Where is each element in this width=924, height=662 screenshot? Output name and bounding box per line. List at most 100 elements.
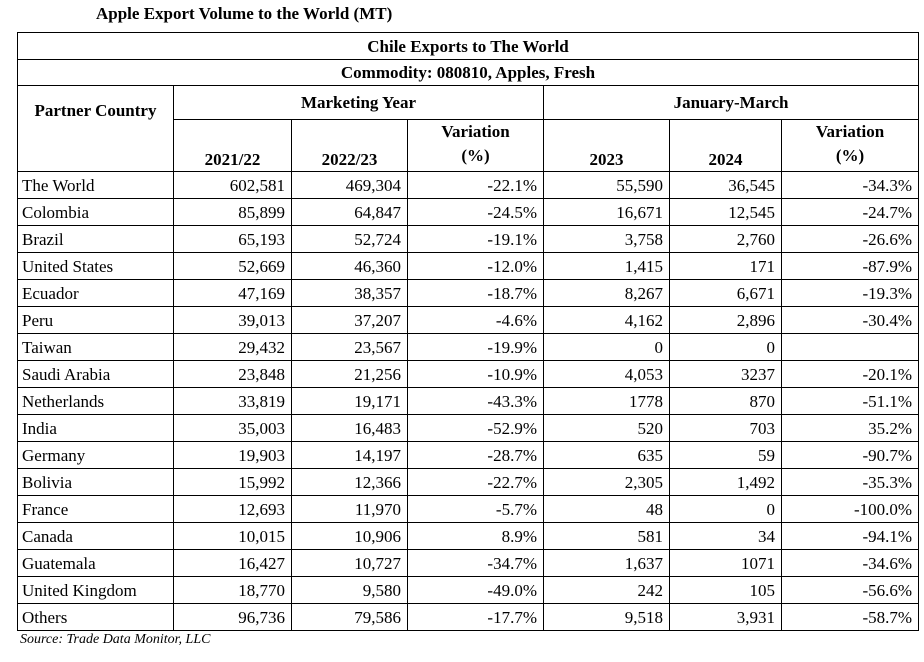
variation-my-cell: -10.9% [407, 360, 544, 388]
variation-my-cell: -19.1% [407, 225, 544, 253]
value-2023: 48 [543, 495, 670, 523]
table-row: Colombia 85,899 64,847 -24.5% 16,671 12,545 -2… [17, 198, 920, 226]
country-cell: United Kingdom [17, 576, 174, 604]
value-2022-23: 64,847 [291, 198, 408, 226]
table-row: Bolivia 15,992 12,366 -22.7% 2,305 1,492 -35.3… [17, 468, 920, 496]
value-2021-22: 96,736 [173, 603, 292, 631]
variation-jm-cell: -30.4% [780, 306, 920, 334]
value-2023: 8,267 [543, 279, 670, 307]
variation-jm-cell: -56.6% [780, 576, 920, 604]
table-row: Brazil 65,193 52,724 -19.1% 3,758 2,760 -26.6% [17, 225, 920, 253]
value-2023: 9,518 [543, 603, 670, 631]
col-2023: 2023 [543, 119, 670, 172]
country-cell: United States [17, 252, 174, 280]
value-2023: 242 [543, 576, 670, 604]
country-cell: Bolivia [17, 468, 174, 496]
value-2024: 2,896 [669, 306, 782, 334]
value-2021-22: 18,770 [173, 576, 292, 604]
value-2022-23: 23,567 [291, 333, 408, 361]
table-row: United Kingdom 18,770 9,580 -49.0% 242 105 -56… [17, 576, 920, 604]
table-row: Germany 19,903 14,197 -28.7% 635 59 -90.7% [17, 441, 920, 469]
variation-unit: (%) [835, 146, 865, 165]
value-2021-22: 16,427 [173, 549, 292, 577]
country-cell: Guatemala [17, 549, 174, 577]
variation-my-cell: -28.7% [407, 441, 544, 469]
variation-jm-cell: -58.7% [780, 603, 920, 631]
variation-jm-cell: -87.9% [780, 252, 920, 280]
table-title: Chile Exports to The World [16, 32, 920, 60]
value-2021-22: 10,015 [173, 522, 292, 550]
variation-jm-cell: -90.7% [780, 441, 920, 469]
variation-jm-cell: -34.6% [780, 549, 920, 577]
value-2023: 4,053 [543, 360, 670, 388]
value-2023: 2,305 [543, 468, 670, 496]
export-table: Chile Exports to The World Commodity: 08… [16, 32, 920, 631]
col-variation-jm: Variation (%) [780, 119, 920, 172]
value-2024: 3,931 [669, 603, 782, 631]
variation-my-cell: -43.3% [407, 387, 544, 415]
value-2023: 1,415 [543, 252, 670, 280]
value-2021-22: 47,169 [173, 279, 292, 307]
variation-jm-cell: -26.6% [780, 225, 920, 253]
variation-label: Variation [815, 122, 885, 141]
value-2022-23: 37,207 [291, 306, 408, 334]
country-cell: Colombia [17, 198, 174, 226]
variation-my-cell: -5.7% [407, 495, 544, 523]
value-2024: 1071 [669, 549, 782, 577]
country-cell: Others [17, 603, 174, 631]
value-2024: 6,671 [669, 279, 782, 307]
value-2022-23: 46,360 [291, 252, 408, 280]
value-2021-22: 29,432 [173, 333, 292, 361]
table-row: Canada 10,015 10,906 8.9% 581 34 -94.1% [17, 522, 920, 550]
value-2023: 3,758 [543, 225, 670, 253]
value-2024: 105 [669, 576, 782, 604]
country-cell: Saudi Arabia [17, 360, 174, 388]
commodity-label: Commodity: 080810, Apples, Fresh [16, 59, 920, 86]
table-row: Netherlands 33,819 19,171 -43.3% 1778 870 -51.… [17, 387, 920, 415]
variation-jm-cell: -34.3% [780, 171, 920, 199]
variation-my-cell: -22.7% [407, 468, 544, 496]
table-caption: Apple Export Volume to the World (MT) [96, 4, 393, 23]
country-cell: Germany [17, 441, 174, 469]
value-2021-22: 12,693 [173, 495, 292, 523]
value-2022-23: 14,197 [291, 441, 408, 469]
table-row: Others 96,736 79,586 -17.7% 9,518 3,931 -58.7% [17, 603, 920, 631]
col-2022-23: 2022/23 [291, 119, 408, 172]
value-2022-23: 10,727 [291, 549, 408, 577]
variation-jm-cell: -19.3% [780, 279, 920, 307]
variation-unit: (%) [461, 146, 490, 165]
value-2023: 0 [543, 333, 670, 361]
value-2023: 4,162 [543, 306, 670, 334]
variation-my-cell: -4.6% [407, 306, 544, 334]
value-2023: 581 [543, 522, 670, 550]
table-row: India 35,003 16,483 -52.9% 520 703 35.2% [17, 414, 920, 442]
variation-jm-cell: -20.1% [780, 360, 920, 388]
col-2021-22: 2021/22 [173, 119, 292, 172]
variation-my-cell: -19.9% [407, 333, 544, 361]
value-2024: 59 [669, 441, 782, 469]
source-note: Source: Trade Data Monitor, LLC [20, 632, 211, 647]
value-2024: 0 [669, 333, 782, 361]
value-2023: 1778 [543, 387, 670, 415]
variation-my-cell: -12.0% [407, 252, 544, 280]
variation-my-cell: -18.7% [407, 279, 544, 307]
variation-jm-cell: 35.2% [780, 414, 920, 442]
value-2022-23: 469,304 [291, 171, 408, 199]
variation-jm-cell: -100.0% [780, 495, 920, 523]
variation-label: Variation [441, 122, 510, 141]
value-2024: 2,760 [669, 225, 782, 253]
value-2023: 55,590 [543, 171, 670, 199]
value-2021-22: 85,899 [173, 198, 292, 226]
country-cell: France [17, 495, 174, 523]
value-2024: 36,545 [669, 171, 782, 199]
value-2022-23: 12,366 [291, 468, 408, 496]
col-2024: 2024 [669, 119, 782, 172]
value-2021-22: 23,848 [173, 360, 292, 388]
table-row: The World 602,581 469,304 -22.1% 55,590 36,54… [17, 171, 920, 199]
value-2022-23: 38,357 [291, 279, 408, 307]
value-2022-23: 52,724 [291, 225, 408, 253]
variation-my-cell: -22.1% [407, 171, 544, 199]
value-2021-22: 602,581 [173, 171, 292, 199]
value-2022-23: 10,906 [291, 522, 408, 550]
value-2024: 0 [669, 495, 782, 523]
